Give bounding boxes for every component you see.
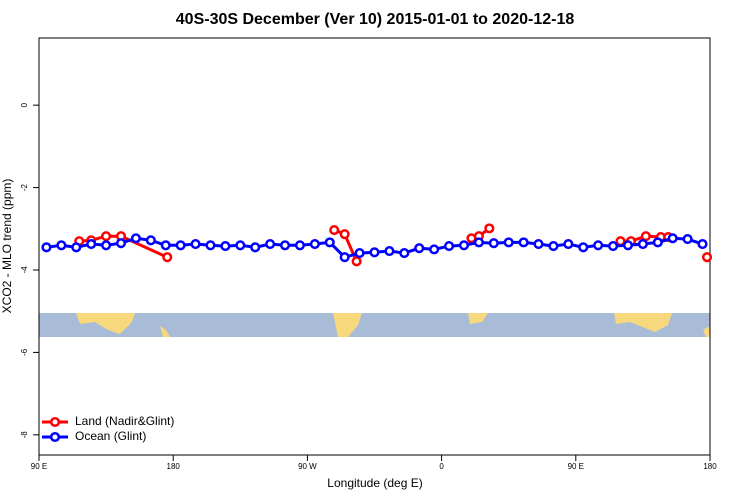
point bbox=[339, 252, 350, 263]
point bbox=[160, 240, 171, 251]
point bbox=[86, 238, 97, 250]
y-tick-label: -6 bbox=[20, 348, 29, 356]
point bbox=[622, 240, 634, 251]
y-tick-label: -8 bbox=[20, 431, 29, 439]
point bbox=[351, 256, 362, 267]
legend-label: Ocean (Glint) bbox=[75, 429, 146, 443]
point bbox=[608, 241, 619, 252]
legend-marker bbox=[49, 431, 61, 443]
point bbox=[652, 237, 663, 248]
x-tick-label: 180 bbox=[167, 462, 181, 471]
x-axis-label: Longitude (deg E) bbox=[327, 476, 422, 490]
point bbox=[294, 240, 305, 251]
point bbox=[458, 240, 470, 251]
point bbox=[503, 237, 514, 248]
point bbox=[339, 229, 350, 240]
legend-marker bbox=[49, 416, 61, 428]
point bbox=[309, 238, 320, 250]
point bbox=[145, 235, 156, 246]
point bbox=[162, 252, 173, 263]
chart-title: 40S-30S December (Ver 10) 2015-01-01 to … bbox=[176, 11, 575, 28]
point bbox=[444, 241, 455, 252]
point bbox=[682, 234, 693, 245]
point bbox=[697, 238, 708, 250]
point bbox=[701, 252, 713, 263]
point bbox=[563, 238, 574, 250]
point bbox=[640, 231, 651, 242]
point bbox=[429, 244, 440, 255]
point bbox=[593, 240, 604, 251]
x-tick-label: 90 W bbox=[298, 462, 317, 471]
point bbox=[578, 242, 589, 253]
point bbox=[324, 237, 335, 248]
point bbox=[279, 240, 291, 251]
point bbox=[548, 241, 559, 252]
x-tick-label: 0 bbox=[439, 462, 444, 471]
point bbox=[250, 242, 261, 253]
point bbox=[130, 233, 141, 244]
y-axis-label: XCO2 - MLO trend (ppm) bbox=[0, 179, 14, 314]
point bbox=[175, 240, 186, 251]
point bbox=[41, 242, 52, 253]
point bbox=[329, 224, 340, 236]
point bbox=[369, 247, 380, 258]
point bbox=[101, 231, 112, 242]
point bbox=[354, 248, 365, 259]
point bbox=[533, 238, 544, 250]
point bbox=[71, 242, 82, 253]
y-tick-label: 0 bbox=[20, 102, 29, 107]
point bbox=[190, 238, 201, 250]
legend-label: Land (Nadir&Glint) bbox=[75, 414, 174, 428]
point bbox=[414, 243, 425, 254]
y-tick-label: -4 bbox=[20, 266, 29, 274]
point bbox=[484, 223, 495, 234]
point bbox=[488, 238, 499, 249]
point bbox=[205, 240, 216, 251]
point bbox=[101, 240, 112, 251]
point bbox=[220, 241, 231, 252]
point bbox=[384, 245, 395, 257]
x-tick-label: 90 E bbox=[31, 462, 47, 471]
point bbox=[265, 238, 276, 250]
x-tick-label: 180 bbox=[703, 462, 717, 471]
point bbox=[399, 248, 410, 259]
x-tick-label: 90 E bbox=[568, 462, 584, 471]
y-tick-label: -2 bbox=[20, 183, 29, 191]
point bbox=[637, 238, 648, 250]
plot-frame bbox=[38, 37, 711, 456]
point bbox=[473, 237, 484, 248]
point bbox=[115, 238, 127, 249]
point bbox=[518, 237, 529, 248]
point bbox=[235, 240, 246, 251]
point bbox=[667, 233, 678, 244]
map-strip bbox=[39, 313, 710, 337]
point bbox=[56, 240, 67, 251]
